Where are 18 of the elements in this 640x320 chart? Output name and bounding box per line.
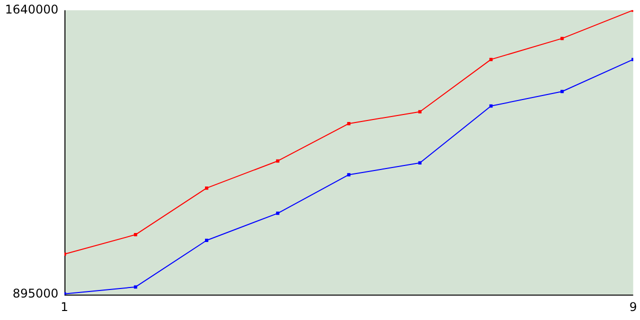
point bbox=[276, 159, 280, 163]
point bbox=[560, 36, 564, 40]
point bbox=[204, 186, 208, 190]
x-tick-label: 1 bbox=[60, 300, 68, 314]
point bbox=[489, 58, 493, 62]
point bbox=[418, 161, 422, 165]
point bbox=[418, 110, 422, 114]
point bbox=[489, 104, 493, 108]
point bbox=[204, 238, 208, 242]
point bbox=[276, 212, 280, 215]
x-tick-label: 9 bbox=[629, 300, 638, 314]
y-tick-label: 1640000 bbox=[4, 2, 58, 16]
y-tick-label: 895000 bbox=[12, 286, 58, 301]
point bbox=[134, 285, 138, 289]
point bbox=[347, 122, 350, 126]
point bbox=[560, 90, 564, 94]
point bbox=[347, 173, 350, 176]
point bbox=[134, 233, 138, 236]
